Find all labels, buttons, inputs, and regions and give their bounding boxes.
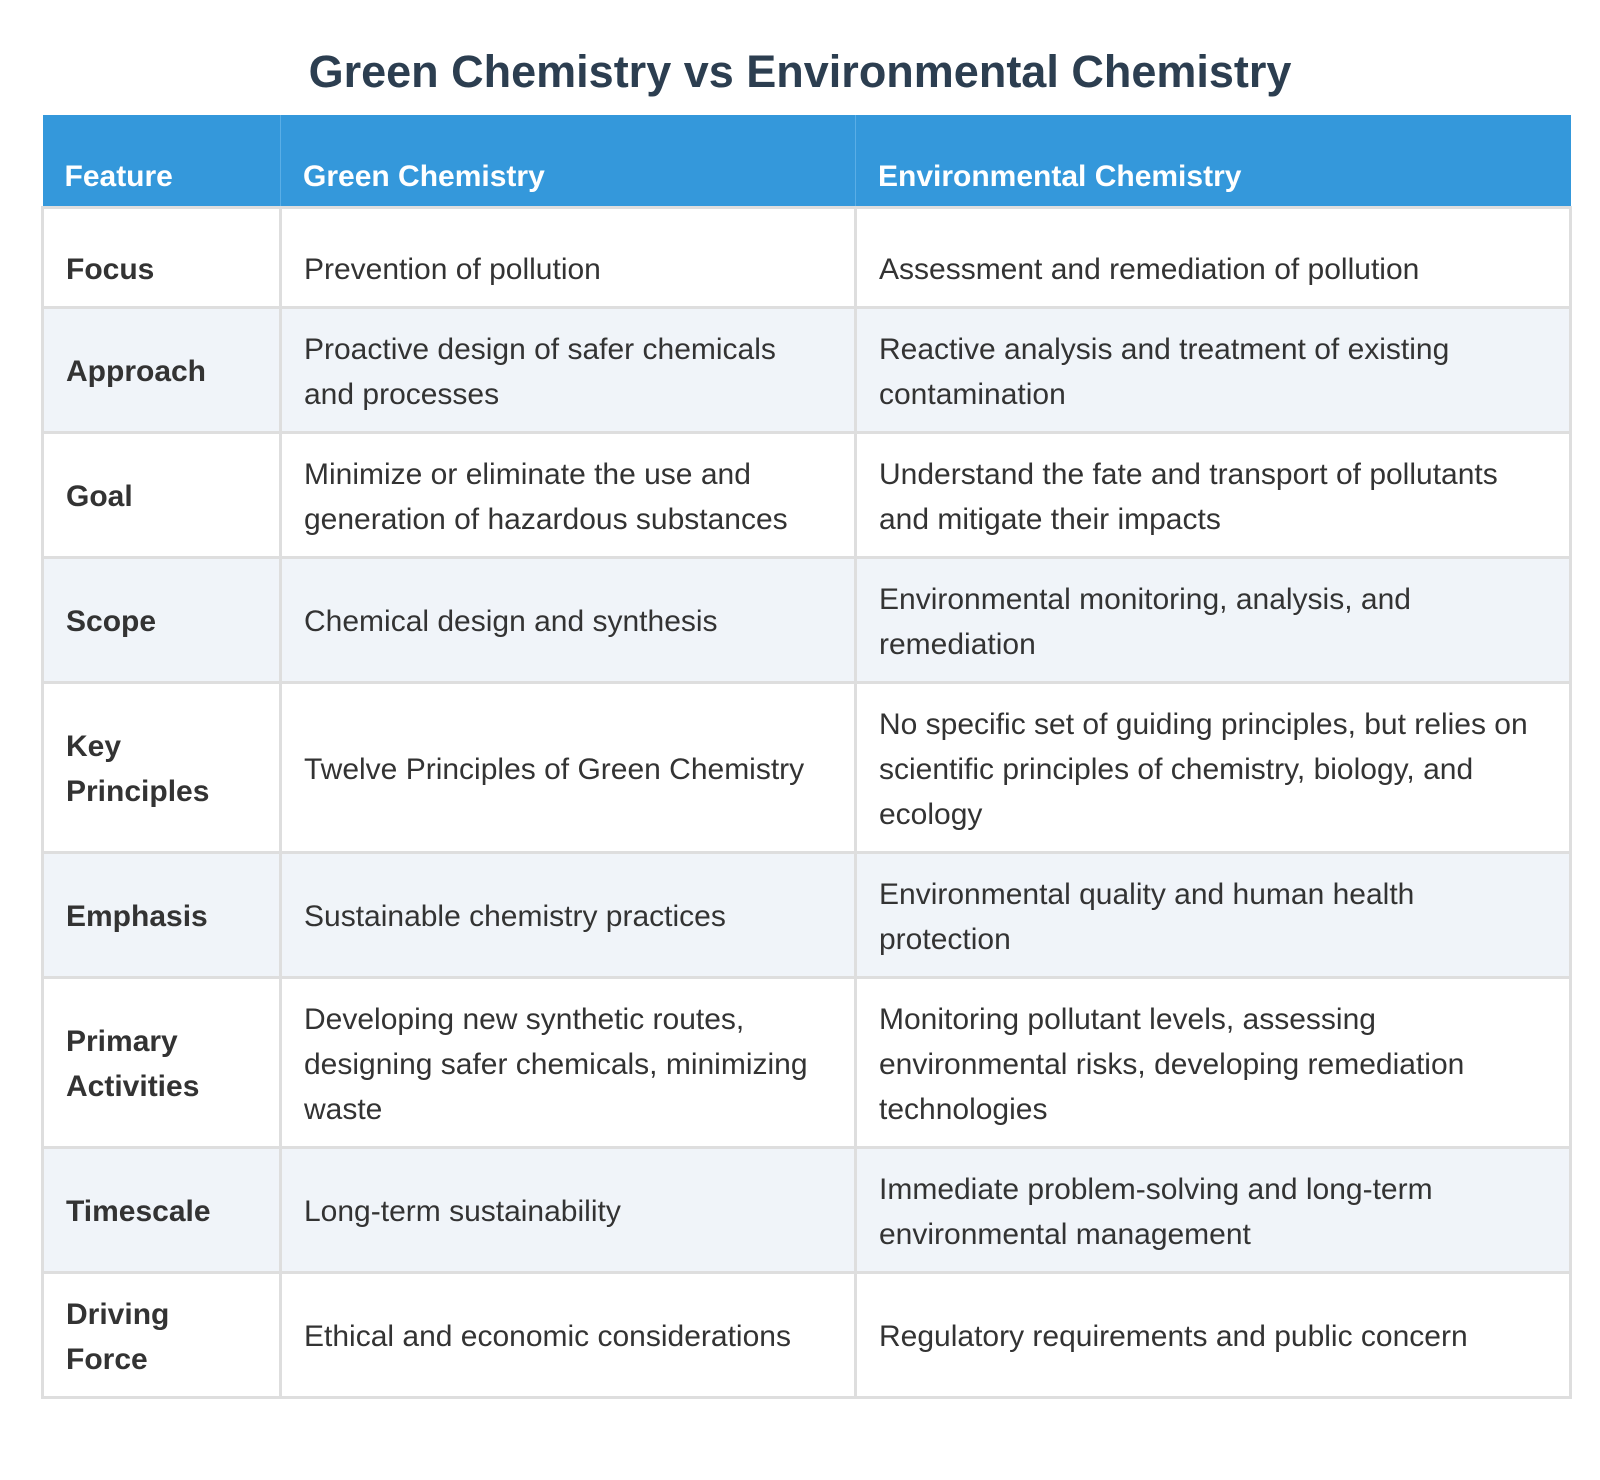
environmental-chemistry-cell: Environmental quality and human health p…: [854, 850, 1572, 979]
environmental-chemistry-cell: Monitoring pollutant levels, assessing e…: [854, 975, 1572, 1149]
table-row-key-principles: Key Principles Twelve Principles of Gree…: [41, 680, 1572, 854]
table-row-goal: Goal Minimize or eliminate the use and g…: [41, 430, 1572, 559]
comparison-table: Feature Green Chemistry Environmental Ch…: [41, 115, 1572, 1399]
feature-cell: Approach: [41, 305, 282, 434]
green-chemistry-cell: Ethical and economic considerations: [279, 1270, 857, 1399]
comparison-table-container: Feature Green Chemistry Environmental Ch…: [41, 115, 1572, 1399]
table-row-driving-force: Driving Force Ethical and economic consi…: [41, 1270, 1572, 1399]
table-row-approach: Approach Proactive design of safer chemi…: [41, 305, 1572, 434]
environmental-chemistry-cell: No specific set of guiding principles, b…: [854, 680, 1572, 854]
table-row-emphasis: Emphasis Sustainable chemistry practices…: [41, 850, 1572, 979]
green-chemistry-cell: Proactive design of safer chemicals and …: [279, 305, 857, 434]
table-row-primary-activities: Primary Activities Developing new synthe…: [41, 975, 1572, 1149]
header-environmental-chemistry: Environmental Chemistry: [855, 115, 1571, 208]
feature-cell: Scope: [41, 555, 282, 684]
green-chemistry-cell: Chemical design and synthesis: [279, 555, 857, 684]
feature-cell: Timescale: [41, 1145, 282, 1274]
header-green-chemistry: Green Chemistry: [280, 115, 856, 208]
green-chemistry-cell: Long-term sustainability: [279, 1145, 857, 1274]
page-title: Green Chemistry vs Environmental Chemist…: [308, 46, 1292, 97]
environmental-chemistry-cell: Understand the fate and transport of pol…: [854, 430, 1572, 559]
green-chemistry-cell: Twelve Principles of Green Chemistry: [279, 680, 857, 854]
feature-cell: Focus: [41, 205, 282, 309]
environmental-chemistry-cell: Environmental monitoring, analysis, and …: [854, 555, 1572, 684]
environmental-chemistry-cell: Assessment and remediation of pollution: [854, 205, 1572, 309]
table-header: Feature Green Chemistry Environmental Ch…: [42, 115, 1571, 208]
environmental-chemistry-cell: Immediate problem-solving and long-term …: [854, 1145, 1572, 1274]
table-body: Focus Prevention of pollution Assessment…: [41, 205, 1572, 1399]
table-row-timescale: Timescale Long-term sustainability Immed…: [41, 1145, 1572, 1274]
header-feature: Feature: [42, 115, 281, 208]
green-chemistry-cell: Minimize or eliminate the use and genera…: [279, 430, 857, 559]
green-chemistry-cell: Sustainable chemistry practices: [279, 850, 857, 979]
header-row: Feature Green Chemistry Environmental Ch…: [42, 115, 1571, 208]
feature-cell: Emphasis: [41, 850, 282, 979]
environmental-chemistry-cell: Reactive analysis and treatment of exist…: [854, 305, 1572, 434]
table-row-focus: Focus Prevention of pollution Assessment…: [41, 205, 1572, 309]
table-row-scope: Scope Chemical design and synthesis Envi…: [41, 555, 1572, 684]
green-chemistry-cell: Developing new synthetic routes, designi…: [279, 975, 857, 1149]
feature-cell: Goal: [41, 430, 282, 559]
environmental-chemistry-cell: Regulatory requirements and public conce…: [854, 1270, 1572, 1399]
feature-cell: Driving Force: [41, 1270, 282, 1399]
feature-cell: Key Principles: [41, 680, 282, 854]
green-chemistry-cell: Prevention of pollution: [279, 205, 857, 309]
feature-cell: Primary Activities: [41, 975, 282, 1149]
